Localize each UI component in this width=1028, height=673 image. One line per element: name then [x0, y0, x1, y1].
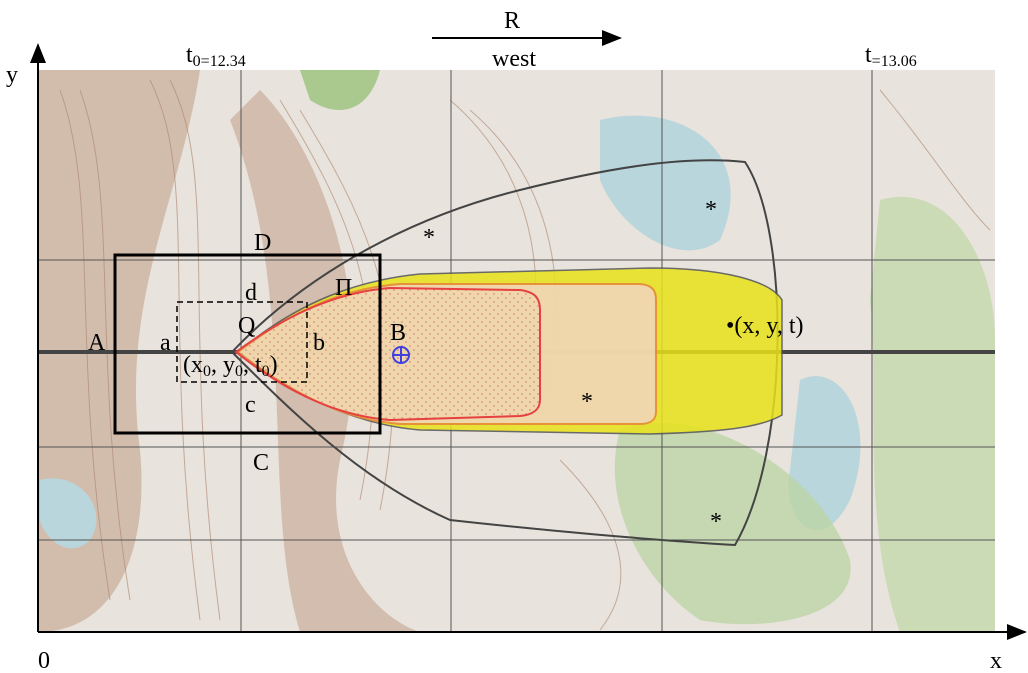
start-time: t0=12.34 [186, 42, 246, 70]
time-value: 0=12.34 [193, 53, 246, 70]
subscript: 0 [235, 363, 243, 380]
end-time: t=13.06 [865, 42, 917, 70]
marker: * [710, 509, 722, 535]
subscript: 0 [203, 363, 211, 380]
diagram: y x 0 R west t0=12.34 t=13.06 D d Q a A … [0, 0, 1028, 673]
origin-label: 0 [38, 648, 50, 673]
label-D: D [254, 230, 271, 256]
time-value: =13.06 [872, 53, 917, 70]
x-axis-label: x [990, 648, 1002, 673]
label-d: d [245, 280, 257, 306]
direction-sublabel: west [492, 46, 536, 72]
label-B: B [390, 320, 406, 346]
label-C: C [253, 450, 269, 476]
label-c: c [245, 392, 256, 418]
label-a: a [160, 330, 171, 356]
target-symbol [393, 347, 409, 363]
label-pi: Π [335, 275, 352, 301]
label-Q: Q [238, 313, 255, 339]
direction-label: R [504, 8, 520, 34]
marker: * [581, 389, 593, 415]
marker: * [705, 197, 717, 223]
y-axis-label: y [6, 62, 18, 88]
coordinate-text: , y [211, 352, 235, 378]
subscript: 0 [262, 363, 270, 380]
coordinate-text: (x [183, 352, 203, 378]
label-b: b [313, 330, 325, 356]
coordinate-text: , t [243, 352, 262, 378]
end-point-label: •(x, y, t) [726, 313, 804, 339]
marker: * [423, 225, 435, 251]
label-A: A [88, 330, 106, 356]
coordinate-text: ) [270, 352, 278, 378]
